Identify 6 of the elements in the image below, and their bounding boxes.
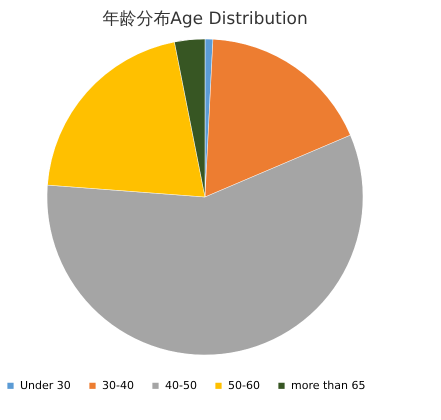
legend-label: 40-50 (165, 378, 197, 392)
chart-title: 年龄分布Age Distribution (102, 9, 308, 29)
legend-label: Under 30 (20, 378, 71, 392)
legend-label: more than 65 (291, 378, 366, 392)
legend-label: 50-60 (228, 378, 260, 392)
legend-label: 30-40 (102, 378, 134, 392)
